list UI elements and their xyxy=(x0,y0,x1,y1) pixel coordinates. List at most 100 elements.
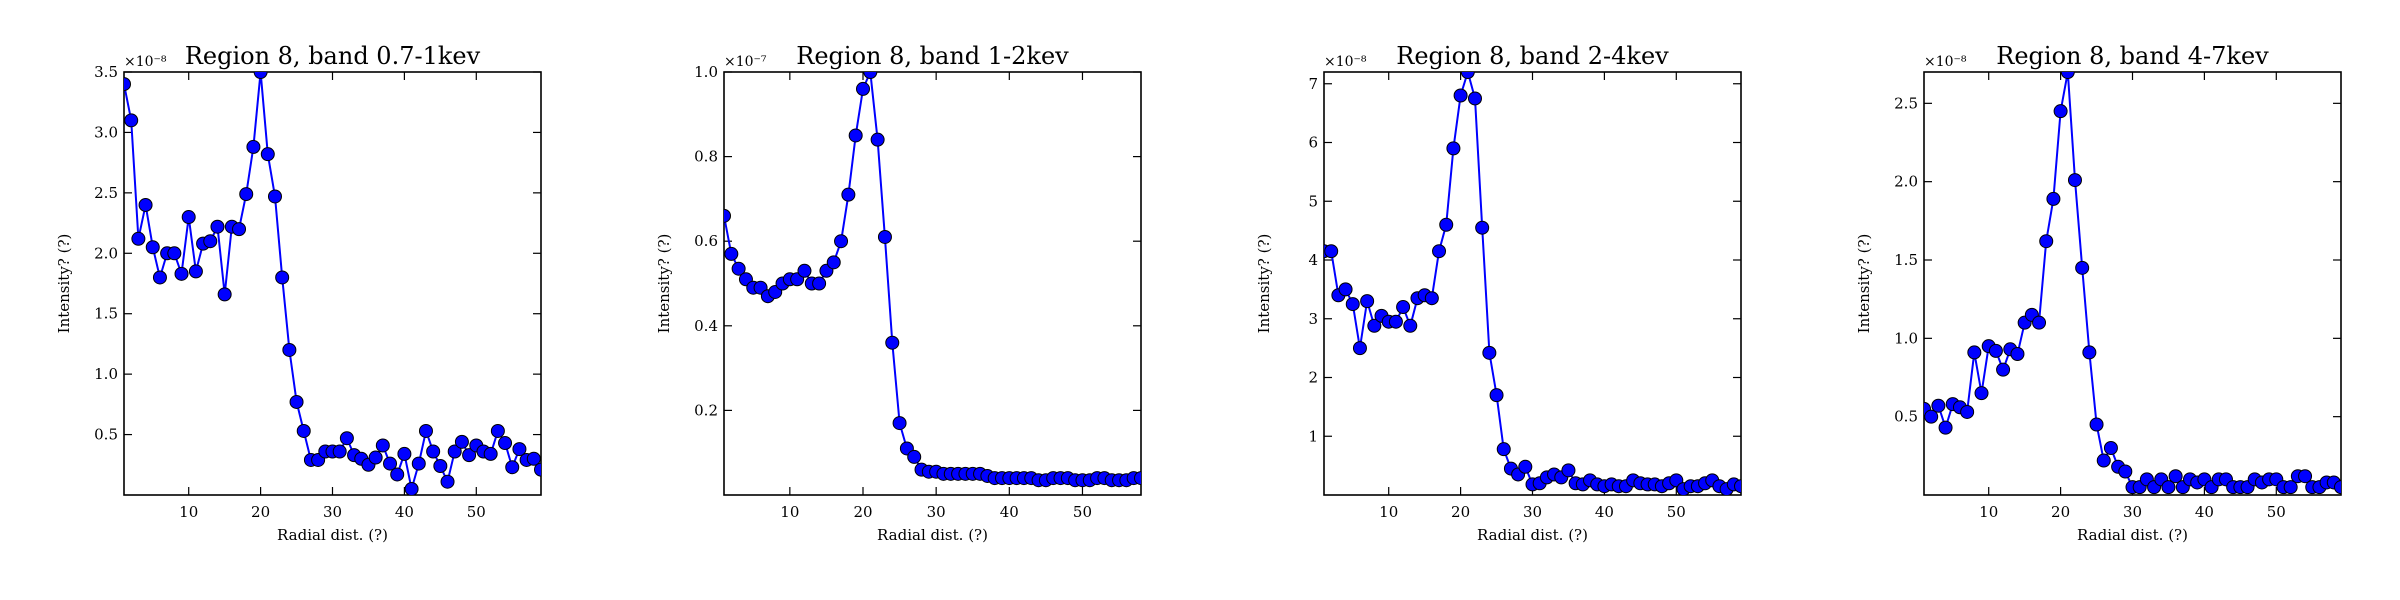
data-point xyxy=(2060,72,2075,79)
y-tick-label: 2.0 xyxy=(1894,173,1918,191)
data-point xyxy=(841,187,856,202)
data-point xyxy=(289,394,304,409)
x-tick-label: 50 xyxy=(2267,503,2286,521)
x-tick-label: 30 xyxy=(1523,503,1542,521)
data-point xyxy=(282,342,297,357)
data-point xyxy=(863,72,878,79)
data-point xyxy=(1367,318,1382,333)
data-point xyxy=(1345,297,1360,312)
data-point xyxy=(332,444,347,459)
y-tick-label: 0.5 xyxy=(1894,408,1918,426)
data-point xyxy=(440,474,455,489)
data-point xyxy=(131,231,146,246)
y-multiplier-label: ×10⁻⁸ xyxy=(124,54,167,70)
data-point xyxy=(1360,294,1375,309)
x-tick-label: 50 xyxy=(1073,503,1092,521)
data-point xyxy=(2103,441,2118,455)
x-tick-label: 30 xyxy=(927,503,946,521)
data-point xyxy=(1388,314,1403,329)
plot-frame xyxy=(1323,71,1742,496)
data-point xyxy=(2283,480,2298,495)
data-point xyxy=(856,81,870,96)
y-multiplier-label: ×10⁻⁸ xyxy=(1324,54,1367,70)
chart-panel-4: 10 20 30 40 50 0.5 1.0 1.5 2.0 2.5 ×10⁻⁸ Region 8, … xyxy=(1855,42,2342,544)
data-point xyxy=(145,240,160,255)
y-axis-label: Intensity? (?) xyxy=(55,234,73,334)
y-tick-label: 3.0 xyxy=(94,123,118,141)
data-point xyxy=(2334,480,2341,495)
data-point xyxy=(1988,343,2003,358)
y-tick-label: 4 xyxy=(1308,251,1318,269)
y-tick-label: 1.0 xyxy=(94,365,118,383)
y-tick-label: 1.0 xyxy=(1894,329,1918,347)
data-point xyxy=(124,77,131,92)
x-tick-label: 10 xyxy=(780,503,799,521)
y-tick-label: 2 xyxy=(1308,369,1318,387)
data-point xyxy=(2089,417,2104,432)
data-point xyxy=(1974,386,1989,401)
data-point xyxy=(1996,362,2011,377)
data-point xyxy=(490,423,505,438)
data-point xyxy=(152,270,167,285)
data-point xyxy=(2010,347,2025,361)
data-point xyxy=(1453,88,1468,103)
data-point xyxy=(404,481,419,495)
data-point xyxy=(2168,469,2183,484)
data-point xyxy=(1338,282,1353,297)
x-tick-label: 40 xyxy=(395,503,414,521)
data-point xyxy=(2161,480,2176,495)
data-point xyxy=(174,266,189,281)
data-point xyxy=(454,434,469,449)
y-tick-label: 3.5 xyxy=(94,63,118,81)
series-line xyxy=(1324,72,1741,491)
data-point xyxy=(2032,315,2047,330)
y-tick-label: 0.2 xyxy=(694,401,718,419)
data-point xyxy=(390,467,405,482)
data-point xyxy=(1938,420,1953,435)
data-point xyxy=(1475,220,1490,235)
data-point xyxy=(1460,72,1475,79)
data-point xyxy=(812,276,827,291)
data-point xyxy=(907,449,922,464)
data-point xyxy=(246,139,261,154)
chart-panel-2: 10 20 30 40 50 0.2 0.4 0.6 0.8 1.0 ×10⁻⁷ Region 8, … xyxy=(655,42,1142,544)
y-axis-label: Intensity? (?) xyxy=(655,234,673,334)
data-point xyxy=(411,456,426,471)
data-point xyxy=(2039,234,2054,249)
data-point xyxy=(724,208,731,223)
data-point xyxy=(275,270,290,285)
plot-data xyxy=(1324,72,1741,495)
series-line xyxy=(124,72,541,490)
x-tick-label: 10 xyxy=(179,503,198,521)
chart-title: Region 8, band 0.7-1kev xyxy=(185,42,481,70)
x-axis-label: Radial dist. (?) xyxy=(277,526,388,544)
data-point xyxy=(368,450,383,465)
y-tick-label: 1 xyxy=(1308,427,1318,445)
data-point xyxy=(2046,191,2061,206)
data-point xyxy=(2118,464,2133,479)
data-point xyxy=(797,263,812,278)
data-point xyxy=(2096,453,2111,468)
data-point xyxy=(724,246,739,261)
data-point xyxy=(296,423,311,438)
data-point xyxy=(534,462,541,477)
data-point xyxy=(848,128,863,143)
data-point xyxy=(2067,173,2082,188)
data-point xyxy=(462,448,477,463)
data-point xyxy=(203,234,218,249)
data-point xyxy=(1967,345,1982,360)
data-point xyxy=(426,444,441,459)
y-tick-label: 1.0 xyxy=(694,63,718,81)
x-tick-label: 10 xyxy=(1979,503,1998,521)
y-tick-label: 0.5 xyxy=(94,426,118,444)
data-point xyxy=(834,234,849,249)
y-multiplier-label: ×10⁻⁷ xyxy=(724,54,767,70)
y-tick-label: 6 xyxy=(1308,134,1318,152)
x-tick-label: 20 xyxy=(853,503,872,521)
data-point xyxy=(217,287,232,302)
x-axis-label: Radial dist. (?) xyxy=(1477,526,1588,544)
data-point xyxy=(498,436,513,451)
data-point xyxy=(1446,141,1461,156)
data-point xyxy=(2053,104,2068,119)
